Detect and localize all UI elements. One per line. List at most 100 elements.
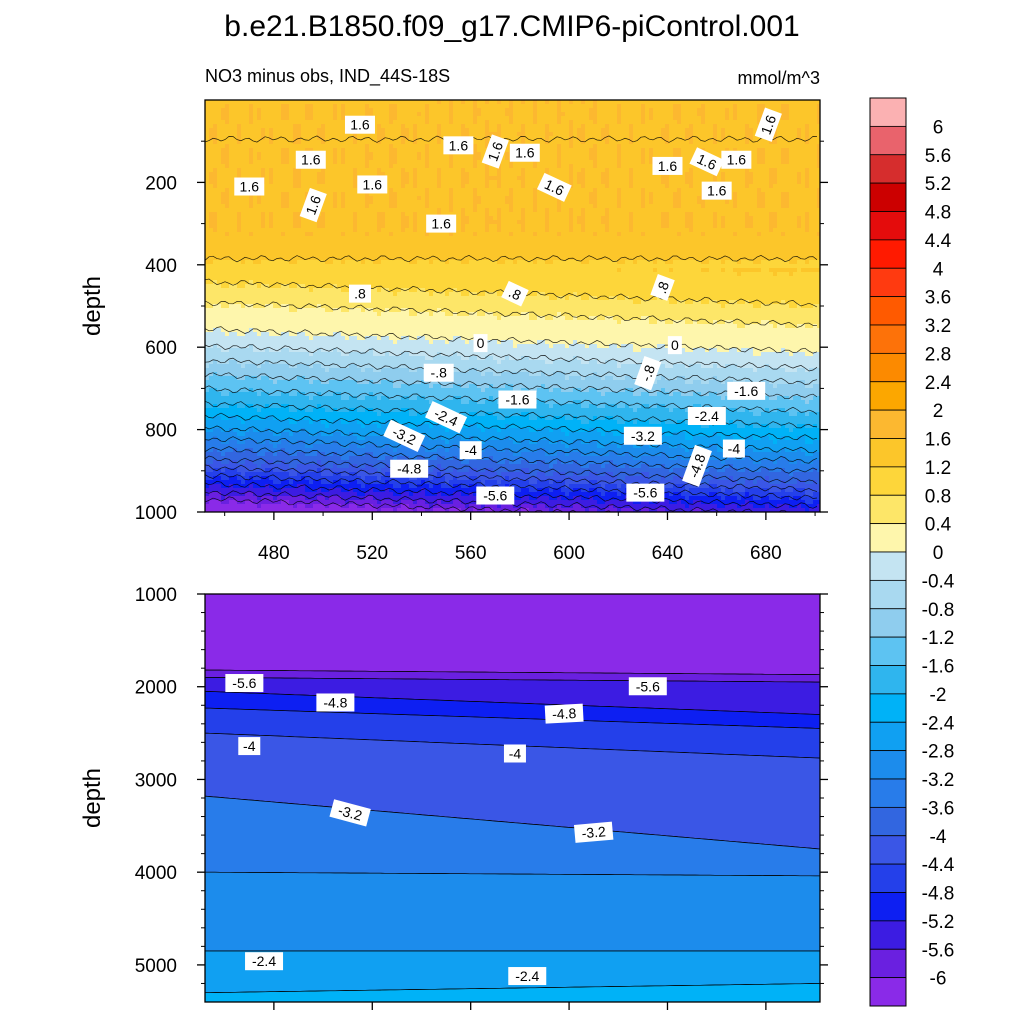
contour-label-bg (234, 177, 265, 196)
upper-contour-panel: 200 400 600 800 1000 480 520 560 600 640 680 depth 1… (79, 99, 828, 564)
x-tick-label: 640 (652, 543, 684, 564)
contour-label-text: -3.2 (631, 428, 655, 444)
colorbar-label: -6 (930, 969, 947, 990)
contour-label: -5.6 (628, 677, 667, 696)
colorbar-swatch (869, 636, 907, 666)
contour-label-text: .8 (653, 279, 672, 296)
x-tick-label: 560 (455, 543, 487, 564)
contour-label: -5.6 (476, 486, 515, 505)
contour-line (205, 326, 818, 354)
contour-label: 1.6 (481, 134, 509, 169)
contour-label: .8 (650, 274, 675, 301)
contour-label-bg (225, 674, 264, 693)
contour-label-bg (722, 439, 745, 458)
contour-label-bg (508, 967, 547, 986)
contour-label-bg (667, 336, 682, 355)
contour-label-text: -2.4 (252, 953, 276, 969)
contour-label-bg (628, 677, 667, 696)
colorbar-label: -1.2 (922, 628, 955, 649)
contour-label: 1.6 (701, 181, 732, 200)
contour-label-bg (623, 426, 662, 445)
y-axis-label: depth (79, 276, 106, 336)
contour-line (205, 472, 818, 501)
contour-label-bg (344, 115, 375, 134)
contour-label: 1.6 (509, 143, 540, 162)
contour-label-text: -.8 (431, 365, 448, 381)
colorbar-label: 0 (933, 543, 944, 564)
colorbar-label: 6 (933, 117, 944, 138)
contour-label: 1.6 (652, 156, 683, 175)
colorbar-label: 2.8 (925, 344, 951, 365)
y-tick-label: 1000 (135, 503, 177, 524)
colorbar-swatch (869, 381, 907, 411)
contour-label-bg (754, 107, 782, 142)
colorbar-swatch (869, 494, 907, 525)
colorbar-label: 3.2 (925, 316, 951, 337)
contour-label-bg (501, 280, 529, 307)
y-tick-label: 2000 (135, 678, 177, 699)
lower-field (205, 594, 820, 1002)
contour-label-bg (509, 143, 540, 162)
contour-label: -5.6 (225, 674, 264, 693)
contour-label: 1.6 (443, 136, 474, 155)
y-tick-label: 400 (145, 256, 177, 277)
contour-label-text: 0 (671, 337, 679, 353)
upper-field (205, 100, 820, 512)
contour-label-bg (626, 483, 665, 502)
contour-label: 1.6 (344, 115, 375, 134)
contour-label-text: -5.6 (483, 488, 507, 504)
colorbar-swatch (869, 665, 907, 695)
contour-label: -4.8 (682, 444, 712, 487)
colorbar-label: 1.2 (925, 458, 951, 479)
contour-label: 1.6 (299, 187, 327, 223)
colorbar-label: 5.2 (925, 174, 951, 195)
colorbar-label: -2.8 (922, 742, 955, 763)
contour-label: -4.8 (316, 693, 355, 712)
contour-label-text: -1.6 (505, 392, 529, 408)
colorbar-label: 0.4 (925, 515, 952, 536)
contour-label-text: 1.6 (363, 176, 383, 192)
contour-line (205, 300, 818, 328)
depth-band (205, 594, 820, 676)
contour-label-bg (423, 363, 454, 382)
colorbar-swatch (869, 352, 907, 383)
contour-label: -.8 (634, 355, 662, 391)
y-tick-label: 200 (145, 173, 177, 194)
contour-label: -.8 (423, 363, 454, 382)
y-tick-label: 800 (145, 421, 177, 442)
contour-label-text: 1.6 (240, 179, 260, 195)
contour-label: -4 (459, 441, 482, 460)
contour-label-text: 1.6 (350, 117, 370, 133)
contour-line (205, 343, 818, 372)
contour-label-bg (238, 737, 261, 756)
colorbar-swatch (869, 154, 907, 184)
contour-label-bg (443, 136, 474, 155)
contour-label-text: 0 (477, 335, 485, 351)
contour-line (205, 455, 818, 485)
contour-label-text: -.8 (637, 363, 658, 384)
colorbar-label: -0.8 (922, 600, 955, 621)
contour-label: -3.2 (573, 821, 614, 843)
contour-label-bg (481, 134, 509, 169)
colorbar-label: 4 (933, 259, 944, 280)
contour-label-text: -2.4 (515, 968, 539, 984)
contour-label-text: 1.6 (431, 216, 451, 232)
contour-label-bg (536, 172, 572, 202)
x-tick-label: 680 (750, 543, 782, 564)
contour-label-bg (573, 821, 614, 843)
colorbar-label: 0.8 (925, 486, 951, 507)
y-tick-label: 4000 (135, 863, 177, 884)
colorbar-swatch (869, 835, 907, 865)
contour-label-bg (727, 381, 766, 400)
colorbar-swatch (869, 920, 907, 950)
contour-label-text: -4.8 (323, 694, 347, 710)
colorbar-label: -2 (930, 685, 947, 706)
colorbar-swatch (869, 239, 907, 269)
contour-label: 1.6 (721, 150, 752, 169)
contour-line (205, 357, 818, 385)
contour-line (205, 372, 818, 400)
contour-label-bg (701, 181, 732, 200)
depth-band (205, 983, 820, 1002)
contour-label: -3.2 (329, 799, 371, 827)
contour-label-text: -4 (509, 745, 522, 761)
